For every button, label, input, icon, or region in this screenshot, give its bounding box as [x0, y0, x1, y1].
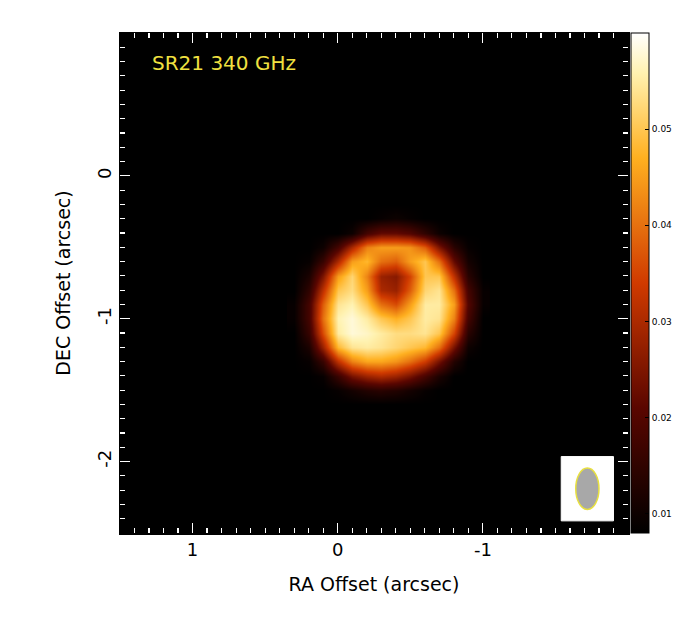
svg-text:0: 0 — [332, 539, 343, 560]
svg-text:-2: -2 — [94, 450, 115, 468]
svg-text:0.03: 0.03 — [652, 317, 672, 327]
svg-text:-1: -1 — [94, 307, 115, 325]
svg-text:-1: -1 — [474, 539, 492, 560]
svg-text:SR21 340 GHz: SR21 340 GHz — [152, 51, 296, 75]
svg-text:0.01: 0.01 — [652, 509, 672, 519]
svg-text:0.05: 0.05 — [652, 124, 672, 134]
svg-text:0.02: 0.02 — [652, 413, 672, 423]
svg-text:0: 0 — [94, 167, 115, 178]
svg-text:RA Offset (arcsec): RA Offset (arcsec) — [289, 573, 460, 595]
svg-text:DEC Offset (arcsec): DEC Offset (arcsec) — [52, 190, 74, 375]
svg-text:1: 1 — [187, 539, 198, 560]
svg-text:0.04: 0.04 — [652, 220, 672, 230]
